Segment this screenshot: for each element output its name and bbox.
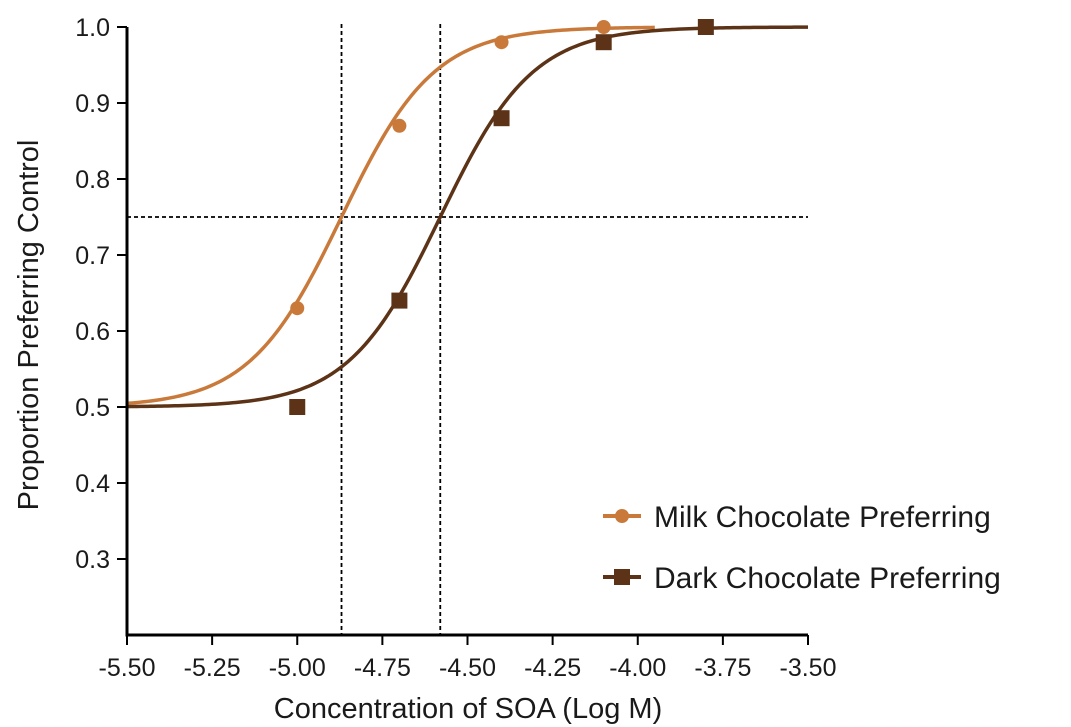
data-point-dark: [493, 110, 510, 127]
y-ticks: 0.3 0.4 0.5 0.6 0.7 0.8 0.9 1.0: [75, 14, 127, 574]
x-tick-label: -4.25: [524, 654, 581, 682]
x-tick-label: -4.00: [609, 654, 666, 682]
data-point-dark: [289, 399, 306, 415]
x-tick-label: -3.75: [694, 654, 751, 682]
data-point-milk: [494, 35, 509, 50]
legend-marker-milk: [615, 509, 629, 523]
data-point-milk: [596, 20, 611, 34]
x-tick-label: -4.75: [354, 654, 411, 682]
y-tick-label: 1.0: [75, 14, 110, 42]
x-tick-label: -3.50: [780, 654, 837, 682]
data-point-dark: [391, 292, 408, 309]
legend-label-dark: Dark Chocolate Preferring: [654, 562, 1001, 595]
fit-curves: [126, 25, 809, 409]
axes: [125, 27, 808, 637]
x-tick-label: -5.50: [99, 654, 156, 682]
x-tick-label: -4.50: [439, 654, 496, 682]
legend-marker-dark: [614, 569, 630, 585]
x-ticks: -5.50 -5.25 -5.00 -4.75 -4.50 -4.25 -4.00 -3.75…: [99, 635, 837, 682]
y-tick-label: 0.9: [75, 90, 110, 118]
data-point-dark: [697, 19, 714, 35]
y-tick-label: 0.5: [75, 394, 110, 422]
legend-label-milk: Milk Chocolate Preferring: [654, 501, 991, 534]
legend-item-milk: Milk Chocolate Preferring: [603, 501, 991, 534]
y-tick-label: 0.6: [75, 318, 110, 346]
fit-curve-milk: [126, 25, 655, 406]
data-point-dark: [595, 34, 612, 51]
data-point-milk: [290, 301, 305, 316]
y-tick-label: 0.4: [75, 470, 110, 498]
x-tick-label: -5.00: [269, 654, 326, 682]
y-tick-label: 0.8: [75, 166, 110, 194]
fit-curve-dark: [126, 25, 809, 409]
data-point-milk: [392, 118, 407, 133]
x-axis-title: Concentration of SOA (Log M): [274, 693, 662, 725]
y-axis-title: Proportion Preferring Control: [13, 140, 45, 511]
y-tick-label: 0.3: [75, 546, 110, 574]
legend: Milk Chocolate Preferring Dark Chocolate…: [603, 501, 1001, 595]
data-points: [289, 19, 714, 415]
x-tick-label: -5.25: [184, 654, 241, 682]
legend-item-dark: Dark Chocolate Preferring: [603, 562, 1001, 595]
reference-lines: [127, 24, 808, 635]
y-tick-label: 0.7: [75, 242, 110, 270]
